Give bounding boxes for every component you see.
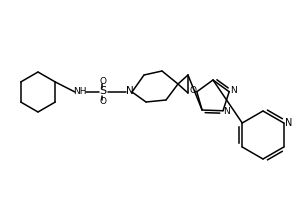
Text: O: O	[100, 77, 106, 86]
Text: O: O	[100, 98, 106, 106]
Text: N: N	[285, 118, 292, 128]
Text: O: O	[189, 86, 196, 95]
Text: S: S	[99, 86, 106, 97]
Text: N: N	[126, 86, 134, 96]
Text: NH: NH	[73, 86, 87, 96]
Text: N: N	[224, 107, 230, 116]
Text: N: N	[230, 86, 236, 95]
